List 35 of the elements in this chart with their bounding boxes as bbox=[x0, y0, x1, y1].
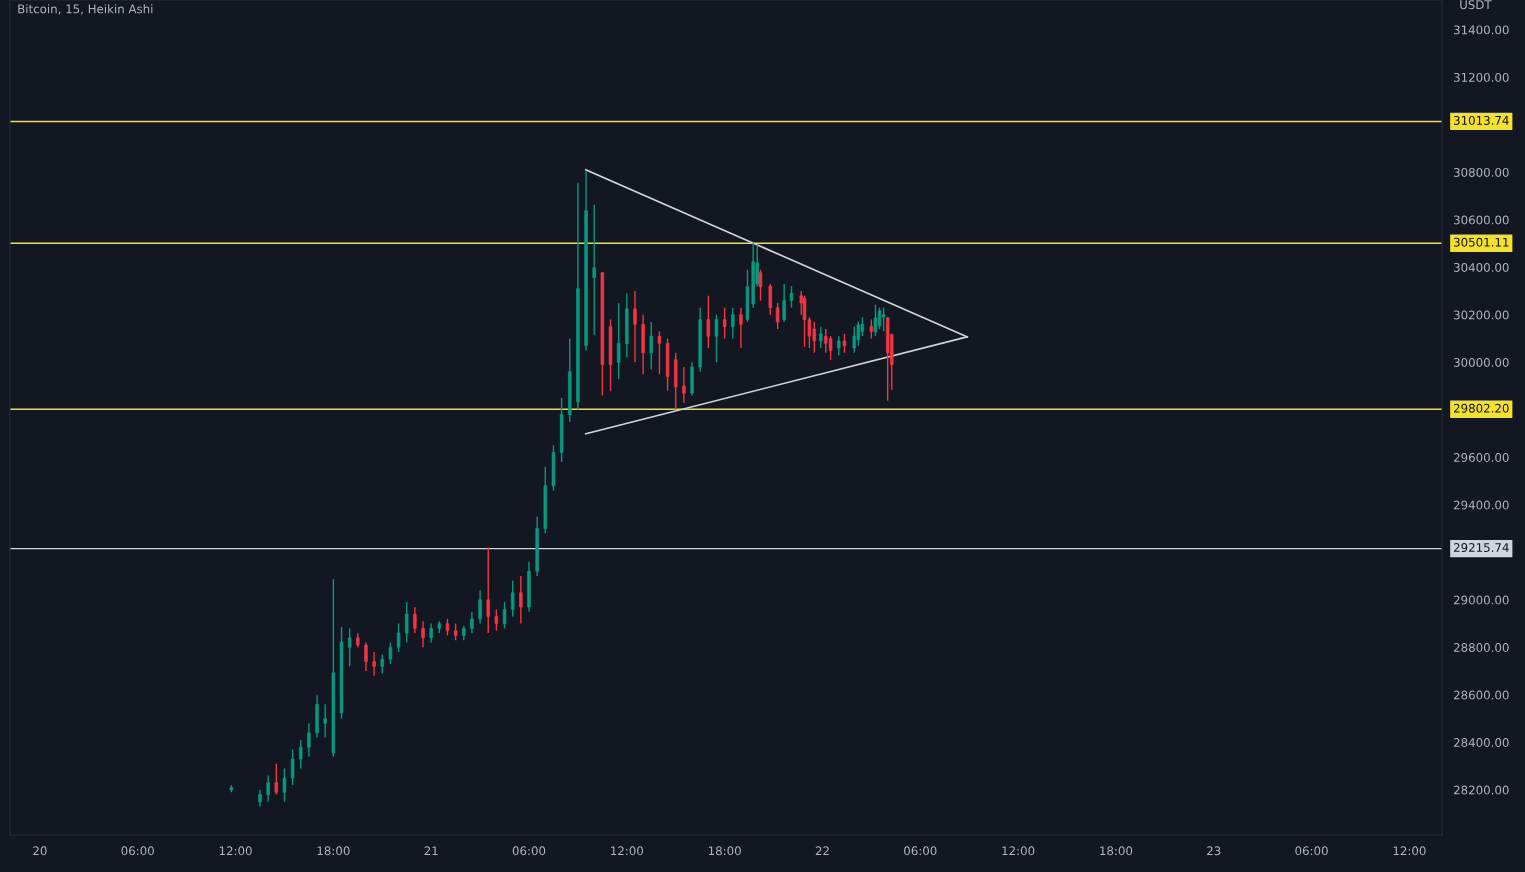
y-tick-label: 31400.00 bbox=[1454, 25, 1509, 35]
y-tick-label: 29000.00 bbox=[1453, 595, 1509, 605]
y-tick-label: 30400.00 bbox=[1454, 262, 1509, 272]
y-tick-label: 28600.00 bbox=[1453, 690, 1509, 700]
x-tick-label: 22 bbox=[815, 846, 829, 856]
y-tick-label: 30000.00 bbox=[1454, 357, 1509, 367]
x-tick-label: 18:00 bbox=[708, 846, 741, 856]
y-tick-label: 28400.00 bbox=[1453, 738, 1509, 748]
y-tick-label: 29400.00 bbox=[1453, 500, 1509, 510]
x-tick-label: 20 bbox=[33, 846, 47, 856]
x-tick-label: 12:00 bbox=[1002, 846, 1035, 856]
x-tick-label: 18:00 bbox=[1100, 846, 1133, 856]
x-tick-label: 23 bbox=[1207, 846, 1221, 856]
y-tick-label: 30200.00 bbox=[1454, 310, 1509, 320]
y-tick-label: 30800.00 bbox=[1454, 167, 1509, 177]
y-axis-title: USDT bbox=[1460, 0, 1492, 10]
y-tick-label: 30600.00 bbox=[1454, 215, 1509, 225]
y-tick-label: 31200.00 bbox=[1454, 72, 1509, 82]
y-tick-label: 28800.00 bbox=[1453, 643, 1509, 652]
chart-title: Bitcoin, 15, Heikin Ashi bbox=[18, 4, 153, 15]
y-tick-label: 29600.00 bbox=[1453, 453, 1509, 462]
ref-line-label: 30501.11 bbox=[1454, 237, 1509, 247]
x-tick-label: 06:00 bbox=[121, 846, 154, 856]
x-tick-label: 21 bbox=[424, 846, 438, 856]
x-tick-label: 06:00 bbox=[512, 846, 546, 856]
x-tick-label: 06:00 bbox=[1295, 846, 1328, 856]
ref-line-label: 29215.74 bbox=[1453, 543, 1509, 552]
ref-line-label: 29802.20 bbox=[1453, 403, 1509, 413]
x-tick-label: 18:00 bbox=[317, 846, 350, 856]
x-tick-label: 06:00 bbox=[904, 846, 937, 856]
y-tick-label: 28200.00 bbox=[1453, 785, 1509, 795]
x-tick-label: 12:00 bbox=[1393, 846, 1426, 856]
x-tick-label: 12:00 bbox=[611, 846, 644, 856]
x-tick-label: 12:00 bbox=[219, 846, 252, 856]
ref-line-label: 31013.74 bbox=[1454, 115, 1509, 125]
